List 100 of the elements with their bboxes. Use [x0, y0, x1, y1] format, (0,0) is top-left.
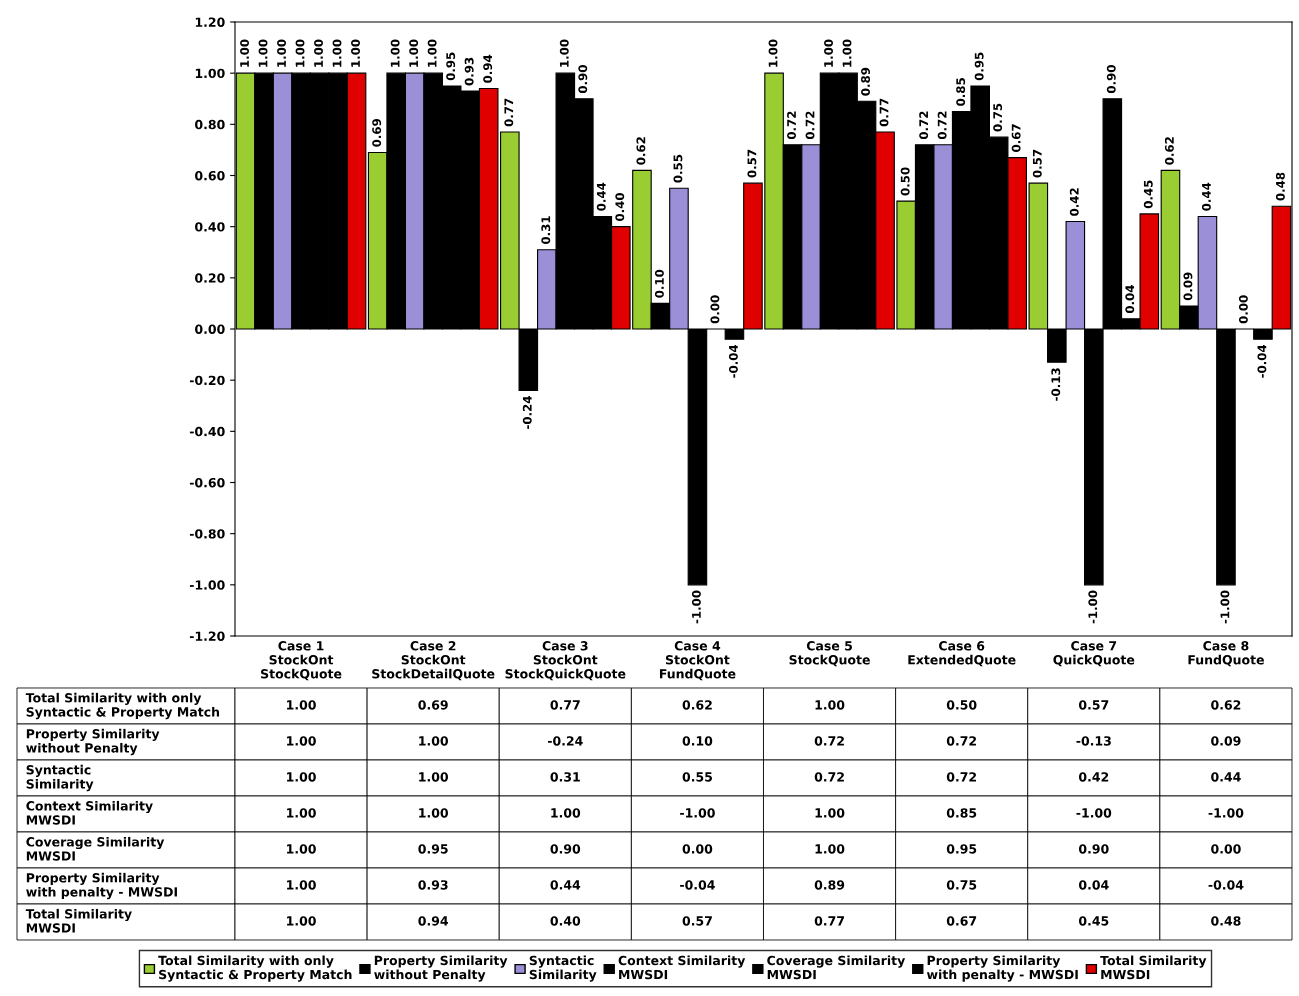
data-label: -0.04 — [680, 880, 715, 890]
data-label: -0.24 — [547, 736, 583, 746]
text: 0.57 — [747, 149, 757, 178]
legend-label: Total Similarity with only Syntactic & Property Match — [158, 955, 352, 982]
data-label: 1.00 — [287, 772, 316, 782]
text: 0.44 — [596, 182, 606, 211]
y-tick-label: 1.20 — [195, 17, 225, 27]
data-label: 0.90 — [1078, 844, 1109, 854]
data-label: 0.95 — [418, 844, 448, 854]
text: Property Similarity with penalty - MWSDI — [26, 872, 177, 900]
data-label: 1.00 — [419, 808, 449, 818]
data-label: 1.00 — [419, 772, 449, 782]
x-tick-label: Case 1 StockOnt StockQuote — [261, 641, 342, 681]
data-label: 0.62 — [682, 700, 712, 710]
data-label: 0.57 — [682, 916, 712, 926]
y-tick-label: 0.00 — [195, 324, 225, 334]
data-label: 0.04 — [1078, 880, 1109, 890]
data-label: 0.72 — [814, 772, 844, 782]
y-tick-label: 0.40 — [195, 222, 225, 232]
text: 1.00 — [842, 39, 852, 67]
legend-label: Context Similarity MWSDI — [618, 955, 746, 980]
y-tick-label: -0.40 — [189, 426, 225, 437]
data-label: 1.00 — [287, 916, 316, 926]
text: 0.45 — [1143, 180, 1153, 209]
text: -1.00 — [1088, 590, 1098, 624]
data-label: 0.75 — [946, 880, 977, 890]
text: 0.77 — [504, 98, 514, 127]
data-label: 0.00 — [682, 844, 713, 854]
data-label: 0.93 — [418, 880, 448, 890]
x-tick-label: Case 6 ExtendedQuote — [908, 641, 1016, 667]
y-tick-label: -1.00 — [189, 580, 225, 590]
text: 0.90 — [1106, 65, 1116, 94]
text: 0.31 — [541, 216, 551, 245]
text: 0.72 — [805, 111, 815, 140]
data-label: 0.42 — [1078, 772, 1109, 782]
text: 0.72 — [937, 111, 947, 140]
data-label: 1.00 — [815, 700, 845, 710]
y-tick-label: -0.60 — [189, 477, 225, 488]
text: 1.00 — [277, 39, 286, 67]
data-label: 0.72 — [946, 736, 977, 746]
data-label: 0.00 — [1211, 844, 1241, 854]
text: 0.50 — [900, 167, 910, 196]
text: Syntactic Similarity — [26, 764, 94, 792]
text: 0.57 — [1032, 149, 1042, 178]
text: 0.55 — [673, 154, 683, 183]
text: -1.00 — [1220, 590, 1230, 624]
data-label: 0.44 — [550, 880, 581, 890]
text: 1.00 — [390, 39, 400, 67]
text: 0.67 — [1011, 124, 1021, 152]
text: 0.93 — [464, 57, 474, 86]
text: 0.95 — [974, 52, 984, 81]
text: Coverage Similarity MWSDI — [26, 836, 165, 861]
data-label: 0.77 — [550, 700, 580, 710]
x-tick-label: Case 7 QuickQuote — [1053, 641, 1135, 667]
data-label: 1.00 — [287, 880, 316, 890]
data-label: -0.04 — [1208, 880, 1244, 890]
data-label: 0.50 — [946, 700, 977, 710]
text: 1.00 — [240, 39, 249, 67]
text: 0.09 — [1183, 272, 1193, 301]
data-label: 0.67 — [946, 916, 977, 926]
data-label: 0.31 — [550, 772, 580, 782]
text: 1.00 — [409, 39, 419, 67]
data-label: 0.10 — [682, 736, 713, 746]
text: Context Similarity MWSDI — [26, 800, 153, 825]
text: Property Similarity without Penalty — [26, 728, 160, 756]
data-label: 0.72 — [946, 772, 977, 782]
text: 0.10 — [654, 269, 664, 298]
legend-label: Property Similarity with penalty - MWSDI — [926, 955, 1078, 982]
text: 1.00 — [351, 39, 360, 67]
y-tick-label: -1.20 — [189, 631, 225, 641]
data-label: 0.90 — [550, 844, 581, 854]
data-label: 0.85 — [946, 808, 977, 818]
text: -0.04 — [728, 344, 738, 378]
y-tick-label: 1.00 — [195, 68, 225, 79]
text: 0.94 — [483, 54, 493, 83]
data-label: 0.57 — [1078, 700, 1109, 710]
data-label: 0.45 — [1078, 916, 1109, 926]
text: 0.72 — [919, 111, 929, 140]
data-label: 1.00 — [287, 808, 316, 818]
data-label: -0.13 — [1076, 736, 1111, 746]
data-label: -1.00 — [680, 808, 715, 818]
text: -0.04 — [1257, 344, 1267, 378]
data-label: 1.00 — [551, 808, 581, 818]
text: 0.90 — [578, 65, 588, 94]
text: 0.62 — [636, 137, 646, 165]
x-tick-label: Case 2 StockOnt StockDetailQuote — [372, 641, 495, 681]
data-label: 0.69 — [418, 700, 448, 710]
text: 0.95 — [446, 52, 456, 81]
data-label: 1.00 — [287, 736, 316, 746]
text: 0.75 — [993, 103, 1003, 132]
text: 0.00 — [1238, 295, 1248, 324]
text: -0.24 — [522, 396, 532, 429]
data-label: -1.00 — [1208, 808, 1244, 818]
x-tick-label: Case 3 StockOnt StockQuickQuote — [505, 641, 626, 681]
text: 1.00 — [768, 39, 778, 67]
data-label: 1.00 — [419, 736, 449, 746]
text: -0.13 — [1051, 368, 1061, 401]
data-label: 0.40 — [550, 916, 581, 926]
text: 1.00 — [295, 39, 305, 67]
x-tick-label: Case 8 FundQuote — [1188, 641, 1264, 667]
